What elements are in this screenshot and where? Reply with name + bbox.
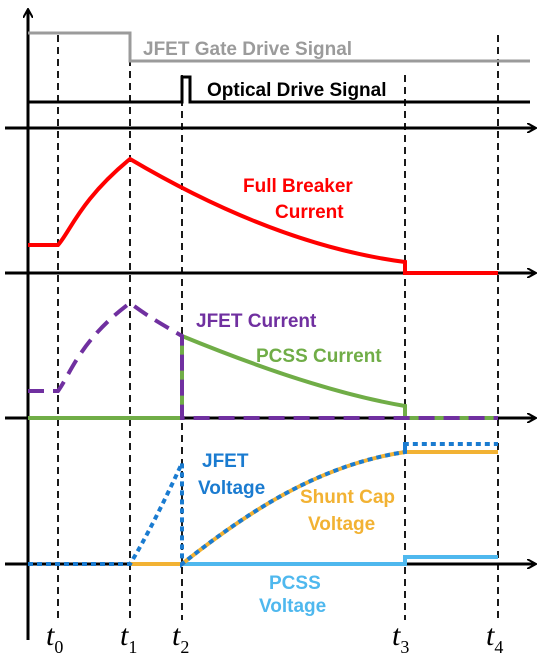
breaker-current-label-2: Current — [275, 202, 344, 223]
time-label-t4: t4 — [486, 619, 503, 657]
jfet-voltage-label-2: Voltage — [198, 478, 265, 499]
jfet-current-label: JFET Current — [196, 311, 317, 332]
pcss-voltage-trace — [182, 555, 498, 566]
shunt-cap-label-1: Shunt Cap — [300, 487, 395, 508]
pcss-current-label: PCSS Current — [256, 346, 382, 367]
time-label-t2: t2 — [172, 619, 189, 657]
jfet-gate-drive-trace — [28, 31, 530, 63]
time-label-t3: t3 — [392, 619, 409, 657]
jfet-gate-drive-label: JFET Gate Drive Signal — [143, 39, 352, 60]
pcss-voltage-label-1: PCSS — [269, 573, 321, 594]
optical-drive-label: Optical Drive Signal — [207, 80, 387, 101]
breaker-current-trace — [28, 156, 498, 275]
optical-drive-trace — [28, 75, 530, 104]
breaker-current-label-1: Full Breaker — [243, 176, 353, 197]
jfet-voltage-trace — [28, 442, 498, 569]
pcss-voltage-label-2: Voltage — [259, 596, 326, 617]
pcss-current-trace — [180, 333, 498, 420]
jfet-voltage-label-1: JFET — [202, 451, 249, 472]
time-label-t0: t0 — [46, 619, 63, 657]
time-label-t1: t1 — [120, 619, 137, 657]
shunt-cap-label-2: Voltage — [308, 514, 375, 535]
